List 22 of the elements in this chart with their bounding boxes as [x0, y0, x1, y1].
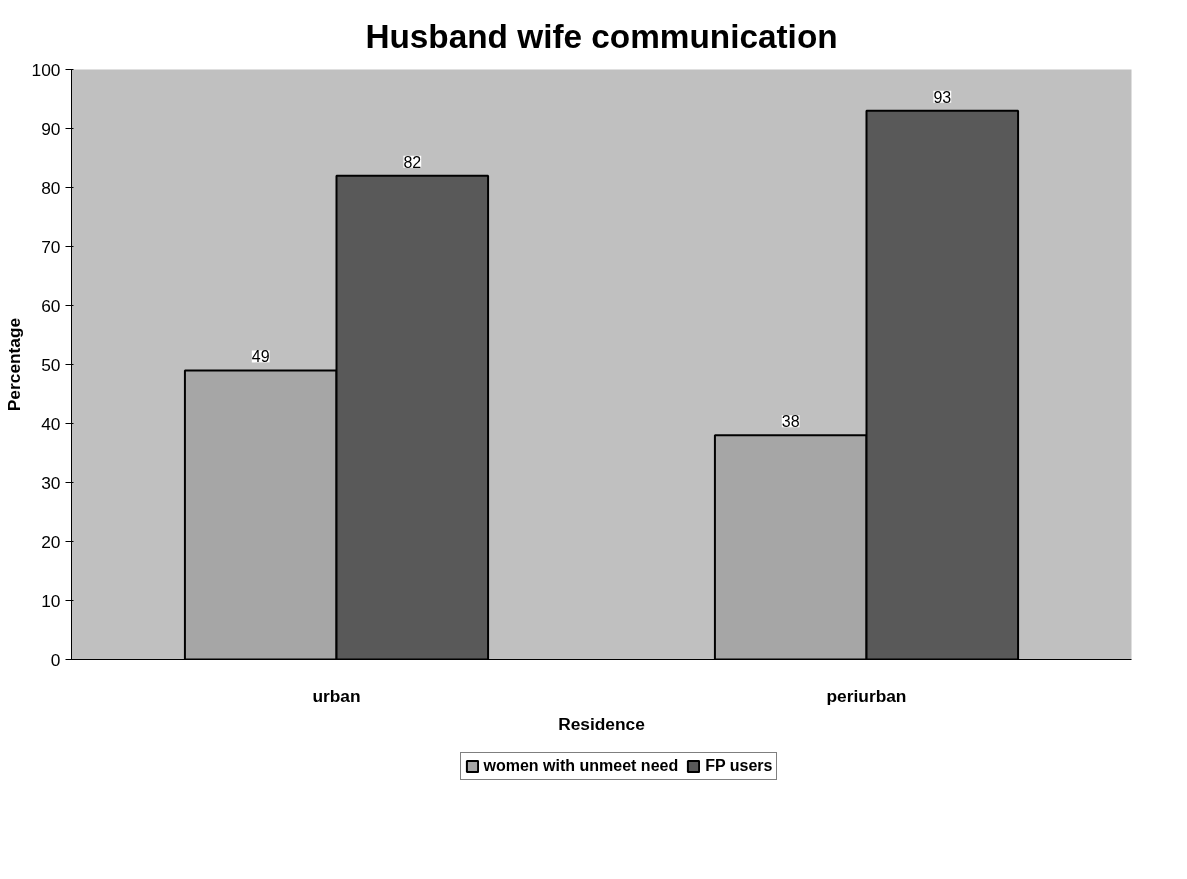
- y-tick-label: 20: [41, 531, 61, 552]
- y-tick-label: 70: [41, 236, 61, 257]
- x-tick-label: periurban: [826, 685, 907, 706]
- x-axis-title: Residence: [558, 713, 646, 734]
- y-tick-label: 60: [41, 295, 61, 316]
- x-tick-label: urban: [312, 685, 361, 706]
- chart-title: Husband wife communication: [365, 17, 838, 55]
- data-label: 49: [251, 348, 270, 366]
- legend-label: FP users: [705, 757, 773, 775]
- data-label: 82: [403, 153, 422, 171]
- data-label: 93: [933, 88, 952, 106]
- y-tick-label: 90: [41, 118, 61, 139]
- y-tick-label: 50: [41, 354, 61, 375]
- y-tick-label: 100: [31, 59, 61, 80]
- y-axis-title: Percentage: [3, 317, 24, 412]
- y-tick-label: 30: [41, 472, 61, 493]
- legend-label: women with unmeet need: [483, 757, 679, 775]
- y-tick-label: 40: [41, 413, 61, 434]
- y-tick-label: 80: [41, 177, 61, 198]
- y-tick-label: 10: [41, 590, 61, 611]
- data-label: 38: [781, 413, 800, 431]
- y-tick-label: 0: [50, 649, 61, 670]
